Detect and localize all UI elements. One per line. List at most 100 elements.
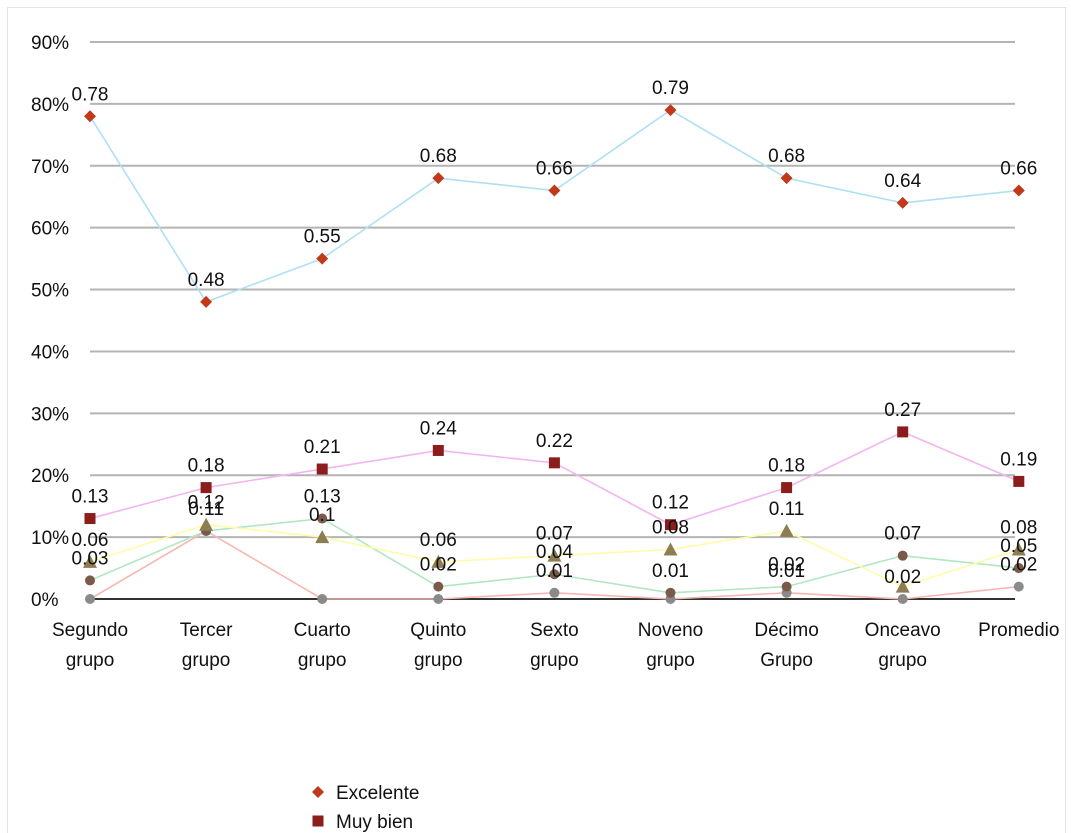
data-point-marker bbox=[316, 252, 329, 265]
y-tick-label: 40% bbox=[31, 342, 69, 363]
data-point-marker bbox=[548, 184, 561, 197]
data-label: 0.48 bbox=[188, 270, 225, 291]
x-tick-label: grupo bbox=[530, 650, 579, 671]
y-tick-label: 30% bbox=[31, 404, 69, 425]
data-point-marker bbox=[317, 594, 328, 604]
data-label: 0.02 bbox=[420, 555, 457, 576]
data-point-marker bbox=[897, 550, 908, 561]
data-point-marker bbox=[779, 523, 794, 537]
grid-lines bbox=[90, 41, 1015, 600]
data-label: 0.02 bbox=[768, 555, 805, 576]
legend-label: Excelente bbox=[336, 783, 419, 804]
data-label: 0.27 bbox=[884, 400, 921, 421]
x-tick-label: grupo bbox=[66, 650, 115, 671]
y-tick-label: 10% bbox=[31, 528, 69, 549]
data-point-marker bbox=[665, 519, 676, 531]
x-tick-label: Promedio bbox=[978, 620, 1059, 641]
data-point-marker bbox=[1011, 542, 1026, 556]
data-label: 0.05 bbox=[1000, 536, 1037, 557]
chart-frame bbox=[7, 7, 1066, 833]
data-label: 0.24 bbox=[420, 418, 457, 439]
data-label: 0.22 bbox=[536, 431, 573, 452]
data-label: 0.12 bbox=[188, 493, 225, 514]
x-tick-label: Sexto bbox=[530, 620, 579, 641]
y-tick-label: 90% bbox=[31, 33, 69, 54]
data-point-marker bbox=[548, 457, 560, 469]
data-point-marker bbox=[200, 295, 213, 308]
y-tick-label: 50% bbox=[31, 281, 69, 302]
data-label: 0.79 bbox=[652, 78, 689, 99]
y-axis-labels: 0% 10% 20% 30% 40% 50% 60% 70% 80% 90% bbox=[31, 33, 69, 611]
data-label: 0.19 bbox=[1000, 449, 1037, 470]
data-label: 0.11 bbox=[188, 499, 224, 520]
y-tick-label: 20% bbox=[31, 466, 69, 487]
data-label: 0.13 bbox=[72, 487, 109, 508]
data-label: 0.13 bbox=[304, 487, 341, 508]
data-label: 0.11 bbox=[769, 499, 805, 520]
data-point-marker bbox=[895, 579, 910, 593]
x-tick-label: Noveno bbox=[638, 620, 704, 641]
data-label: 0.55 bbox=[304, 227, 341, 248]
series-line bbox=[89, 109, 1019, 303]
data-point-marker bbox=[547, 548, 562, 562]
data-point-marker bbox=[1012, 184, 1025, 197]
data-label: 0.66 bbox=[1000, 159, 1037, 180]
data-point-marker bbox=[665, 587, 676, 598]
data-label: 0.07 bbox=[536, 524, 573, 545]
x-tick-label: Tercer bbox=[180, 620, 233, 641]
data-point-marker bbox=[896, 196, 909, 209]
data-point-marker bbox=[663, 542, 678, 556]
data-label: 0.21 bbox=[304, 437, 341, 458]
data-point-marker bbox=[549, 569, 560, 580]
data-point-marker bbox=[780, 172, 793, 185]
data-point-marker bbox=[84, 513, 96, 525]
x-axis-labels: Segundo grupo Tercer grupo Cuarto grupo Quinto… bbox=[52, 620, 1060, 671]
data-label: 0.08 bbox=[1000, 517, 1037, 538]
data-labels: 0.78 0.48 0.55 0.68 0.66 0.79 0.68 0.64 0.66 0.13… bbox=[72, 78, 1038, 588]
data-point-marker bbox=[432, 444, 444, 456]
legend: Excelente Muy bien bbox=[312, 783, 419, 833]
data-label: 0.03 bbox=[72, 548, 109, 569]
y-tick-label: 0% bbox=[31, 590, 59, 611]
data-label: 0.78 bbox=[72, 84, 109, 105]
data-point-marker bbox=[433, 594, 444, 604]
x-tick-label: Segundo bbox=[52, 620, 128, 641]
data-point-marker bbox=[897, 426, 909, 438]
data-label: 0.07 bbox=[884, 524, 921, 545]
data-label: 0.68 bbox=[420, 146, 457, 167]
data-label: 0.01 bbox=[536, 561, 573, 582]
data-point-marker bbox=[85, 594, 95, 604]
x-tick-label: grupo bbox=[646, 650, 695, 671]
data-label: 0.01 bbox=[652, 561, 689, 582]
data-point-marker bbox=[664, 104, 677, 117]
data-label: 0.06 bbox=[420, 530, 457, 551]
data-point-marker bbox=[315, 530, 330, 544]
data-label: 0.02 bbox=[884, 567, 921, 588]
data-point-marker bbox=[199, 517, 214, 531]
x-tick-label: Onceavo bbox=[865, 620, 941, 641]
data-label: 0.64 bbox=[884, 171, 921, 192]
x-tick-label: Quinto bbox=[410, 620, 466, 641]
y-tick-label: 60% bbox=[31, 219, 69, 240]
data-label: 0.01 bbox=[768, 561, 805, 582]
data-point-marker bbox=[431, 554, 446, 568]
data-point-marker bbox=[781, 482, 793, 494]
data-point-marker bbox=[781, 581, 792, 592]
y-tick-label: 70% bbox=[31, 157, 69, 178]
x-tick-label: grupo bbox=[414, 650, 463, 671]
data-label: 0.1 bbox=[309, 505, 335, 526]
data-label: 0.18 bbox=[768, 456, 805, 477]
x-tick-label: Cuarto bbox=[294, 620, 351, 641]
data-point-marker bbox=[85, 575, 95, 586]
data-label: 0.04 bbox=[536, 542, 573, 563]
x-tick-label: Grupo bbox=[760, 650, 813, 671]
data-label: 0.08 bbox=[652, 517, 689, 538]
data-point-marker bbox=[433, 581, 444, 592]
data-point-marker bbox=[316, 463, 328, 475]
data-point-marker bbox=[432, 172, 445, 185]
x-tick-label: grupo bbox=[182, 650, 231, 671]
data-point-marker bbox=[200, 482, 212, 494]
data-point-marker bbox=[1013, 581, 1024, 592]
data-label: 0.12 bbox=[652, 493, 689, 514]
